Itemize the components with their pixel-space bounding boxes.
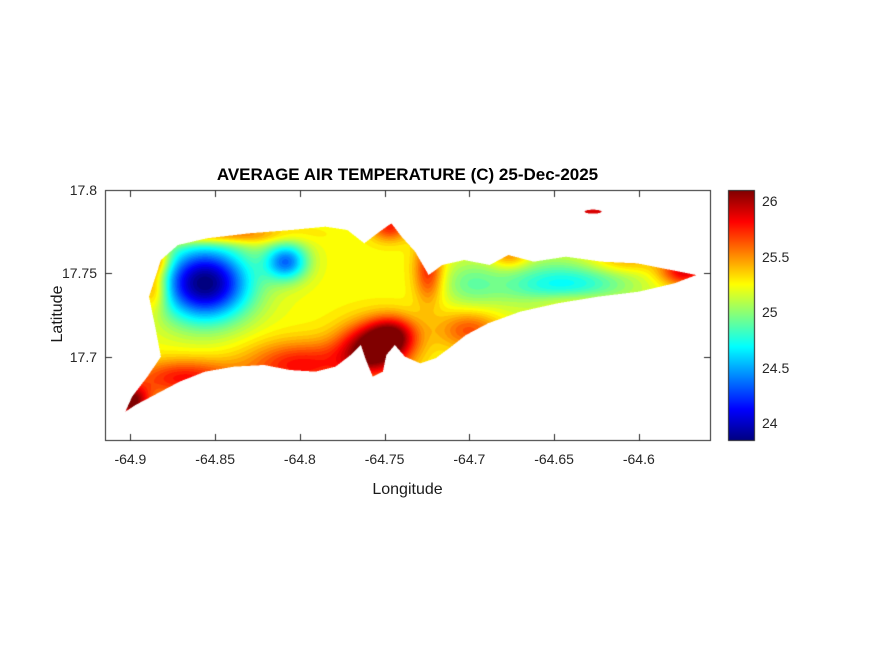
- x-axis-label: Longitude: [372, 481, 443, 498]
- y-axis-label: Latitude: [49, 285, 66, 343]
- chart-title: AVERAGE AIR TEMPERATURE (C) 25-Dec-2025: [216, 165, 599, 184]
